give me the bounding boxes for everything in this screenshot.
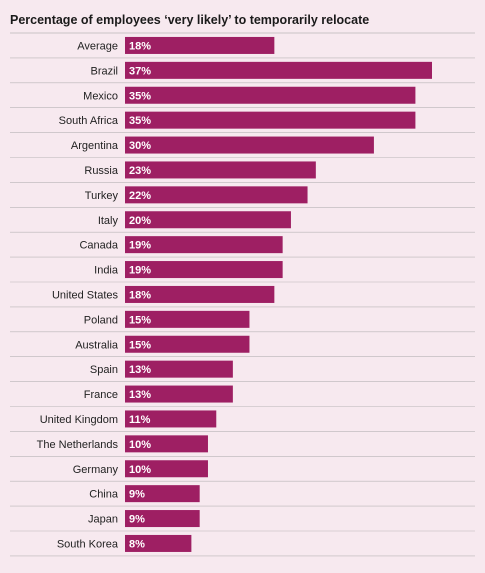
bar (125, 36, 275, 54)
bar (125, 285, 275, 303)
value-label: 13% (129, 389, 151, 401)
category-label: France (84, 389, 118, 401)
category-label: China (89, 489, 119, 501)
bar (125, 360, 233, 378)
value-label: 15% (129, 314, 151, 326)
bar-row: South Korea 8% (10, 534, 475, 557)
value-label: 19% (129, 265, 151, 277)
bar (125, 111, 416, 129)
value-label: 13% (129, 364, 151, 376)
value-label: 10% (129, 464, 151, 476)
category-label: United Kingdom (40, 414, 118, 426)
bar-row: Turkey 22% (10, 186, 475, 208)
category-label: Poland (84, 314, 118, 326)
bar (125, 211, 291, 229)
bar-row: Poland 15% (10, 310, 475, 333)
category-label: Russia (84, 165, 119, 177)
bar (125, 236, 283, 254)
value-label: 18% (129, 40, 151, 52)
bar-row: Average 18% (10, 36, 475, 59)
value-label: 9% (129, 514, 145, 526)
category-label: South Korea (57, 538, 119, 550)
bar-row: France 13% (10, 385, 475, 407)
category-label: United States (52, 289, 119, 301)
bar-row: China 9% (10, 485, 475, 507)
chart-title: Percentage of employees ‘very likely’ to… (10, 13, 369, 27)
bar-row: Mexico 35% (10, 86, 475, 108)
bar (125, 186, 308, 204)
bar (125, 86, 416, 104)
value-label: 18% (129, 289, 151, 301)
bar (125, 61, 432, 79)
category-label: Mexico (83, 90, 118, 102)
category-label: The Netherlands (37, 439, 119, 451)
value-label: 9% (129, 489, 145, 501)
value-label: 19% (129, 240, 151, 252)
value-label: 8% (129, 538, 145, 550)
category-label: Brazil (90, 65, 118, 77)
bar-row: Argentina 30% (10, 136, 475, 158)
bar-row: Canada 19% (10, 236, 475, 258)
bar (125, 435, 208, 453)
category-label: South Africa (59, 115, 119, 127)
category-label: Turkey (85, 190, 119, 202)
value-label: 35% (129, 90, 151, 102)
bar-row: Japan 9% (10, 510, 475, 532)
category-label: Italy (98, 215, 119, 227)
category-label: Spain (90, 364, 118, 376)
bar-row: Spain 13% (10, 360, 475, 382)
value-label: 20% (129, 215, 151, 227)
bar-row: Russia 23% (10, 161, 475, 183)
category-label: Argentina (71, 140, 119, 152)
bar (125, 310, 250, 328)
bar (125, 410, 217, 428)
bar-row: United States 18% (10, 285, 475, 308)
bar (125, 534, 192, 552)
value-label: 10% (129, 439, 151, 451)
bar-row: South Africa 35% (10, 111, 475, 133)
category-label: Japan (88, 514, 118, 526)
value-label: 30% (129, 140, 151, 152)
bar-row: The Netherlands 10% (10, 435, 475, 457)
category-label: Australia (75, 339, 119, 351)
bar (125, 460, 208, 478)
value-label: 15% (129, 339, 151, 351)
value-label: 22% (129, 190, 151, 202)
bar-row: Brazil 37% (10, 61, 475, 84)
category-label: Canada (79, 240, 118, 252)
value-label: 37% (129, 65, 151, 77)
bar-row: United Kingdom 11% (10, 410, 475, 432)
value-label: 11% (129, 414, 151, 426)
bar (125, 510, 200, 528)
chart-rows: Average 18%Brazil 37%Mexico 35%South Africa… (10, 36, 475, 557)
bar (125, 485, 200, 503)
bar-row: Germany 10% (10, 460, 475, 482)
bar-row: India 19% (10, 261, 475, 283)
bar (125, 335, 250, 353)
category-label: Average (77, 40, 118, 52)
bar (125, 161, 316, 179)
category-label: Germany (73, 464, 119, 476)
bar-row: Italy 20% (10, 211, 475, 233)
bar (125, 136, 374, 154)
category-label: India (94, 265, 119, 277)
value-label: 23% (129, 165, 151, 177)
value-label: 35% (129, 115, 151, 127)
bar (125, 385, 233, 403)
bar (125, 261, 283, 279)
bar-row: Australia 15% (10, 335, 475, 358)
